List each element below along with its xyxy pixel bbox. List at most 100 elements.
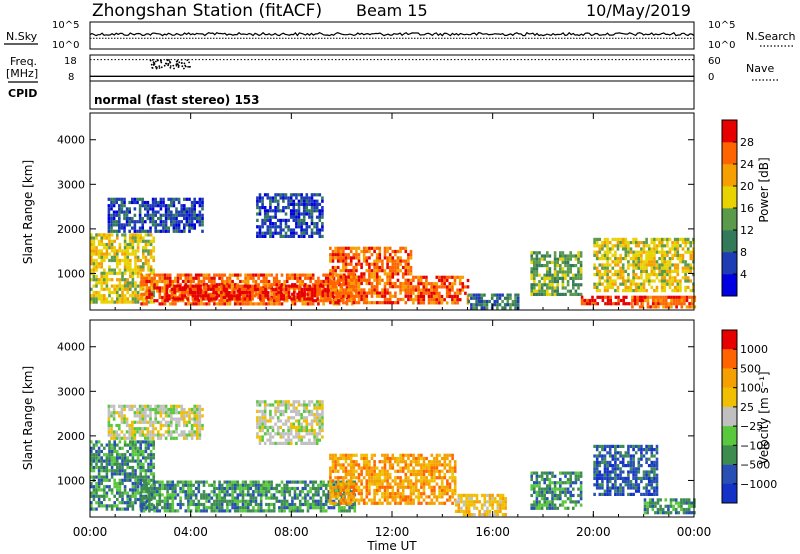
heatmap-cell xyxy=(572,283,575,287)
heatmap-cell xyxy=(189,496,193,500)
heatmap-cell xyxy=(116,497,119,502)
heatmap-cell xyxy=(342,253,345,257)
heatmap-cell xyxy=(198,436,202,440)
heatmap-cell xyxy=(263,403,267,407)
heatmap-cell xyxy=(100,281,103,285)
heatmap-cell xyxy=(632,237,635,241)
n-sky-tick-high: 10^5 xyxy=(52,20,79,31)
heatmap-cell xyxy=(336,482,340,486)
heatmap-cell xyxy=(611,260,615,264)
heatmap-cell xyxy=(171,302,175,306)
heatmap-cell xyxy=(163,276,167,280)
heatmap-cell xyxy=(551,260,554,264)
heatmap-cell xyxy=(305,403,309,407)
heatmap-cell xyxy=(292,425,296,429)
heatmap-cell xyxy=(551,283,554,287)
heatmap-cell xyxy=(223,490,227,494)
heatmap-cell xyxy=(458,288,462,292)
heatmap-cell xyxy=(302,215,306,219)
heatmap-cell xyxy=(213,302,216,306)
nave-point xyxy=(181,62,183,64)
heatmap-cell xyxy=(297,225,301,229)
heatmap-cell xyxy=(375,301,379,305)
heatmap-cell xyxy=(342,488,345,493)
heatmap-cell xyxy=(305,422,309,426)
heatmap-cell xyxy=(164,436,168,440)
heatmap-cell xyxy=(496,299,499,304)
heatmap-cell xyxy=(244,279,247,284)
heatmap-cell xyxy=(271,441,275,445)
heatmap-cell xyxy=(681,241,685,245)
heatmap-cell xyxy=(118,204,121,208)
heatmap-cell xyxy=(159,414,163,418)
heatmap-cell xyxy=(188,229,191,233)
heatmap-cell xyxy=(144,417,147,421)
heatmap-cell xyxy=(145,496,149,500)
heatmap-cell xyxy=(136,249,140,253)
heatmap-cell xyxy=(154,197,157,201)
heatmap-cell xyxy=(632,289,635,293)
heatmap-cell xyxy=(321,228,324,232)
heatmap-cell xyxy=(676,266,680,270)
heatmap-cell xyxy=(339,485,343,489)
heatmap-cell xyxy=(305,409,309,413)
heatmap-cell xyxy=(129,233,132,237)
heatmap-cell xyxy=(689,289,693,293)
heatmap-cell xyxy=(383,272,387,276)
heatmap-cell xyxy=(336,456,340,461)
heatmap-cell xyxy=(95,284,98,288)
heatmap-cell xyxy=(170,204,173,208)
heatmap-cell xyxy=(310,413,314,417)
cpid-frame xyxy=(89,80,695,110)
heatmap-cell xyxy=(112,404,116,408)
heatmap-cell xyxy=(258,438,262,442)
heatmap-cell xyxy=(284,403,288,407)
heatmap-cell xyxy=(668,273,672,277)
heatmap-cell xyxy=(336,463,340,467)
heatmap-cell xyxy=(394,253,397,257)
heatmap-cell xyxy=(334,285,337,289)
heatmap-cell xyxy=(193,430,196,434)
heatmap-cell xyxy=(569,270,572,274)
heatmap-cell xyxy=(277,294,280,298)
heatmap-cell xyxy=(308,429,311,433)
heatmap-cell xyxy=(138,417,142,421)
heatmap-cell xyxy=(128,430,131,434)
heatmap-cell xyxy=(378,256,382,260)
heatmap-cell xyxy=(383,288,387,292)
heatmap-cell xyxy=(136,485,140,489)
heatmap-cell xyxy=(595,244,599,248)
heatmap-cell xyxy=(110,246,114,250)
heatmap-cell xyxy=(126,287,129,291)
heatmap-cell xyxy=(445,288,449,292)
heatmap-cell xyxy=(103,504,106,508)
nave-point xyxy=(160,59,162,62)
heatmap-cell xyxy=(579,254,583,258)
heatmap-cell xyxy=(269,215,272,219)
heatmap-cell xyxy=(293,276,297,280)
heatmap-cell xyxy=(265,502,268,507)
heatmap-cell xyxy=(404,265,408,270)
heatmap-cell xyxy=(187,499,190,503)
heatmap-cell xyxy=(676,263,680,267)
heatmap-cell xyxy=(90,262,93,266)
heatmap-cell xyxy=(553,276,557,280)
heatmap-cell xyxy=(427,291,431,295)
heatmap-cell xyxy=(188,220,191,224)
heatmap-cell xyxy=(133,223,137,227)
heatmap-cell xyxy=(679,244,682,248)
heatmap-cell xyxy=(609,302,612,306)
heatmap-cell xyxy=(315,228,319,232)
heatmap-cell xyxy=(134,236,137,240)
heatmap-cell xyxy=(196,411,199,415)
heatmap-cell xyxy=(321,413,324,417)
heatmap-cell xyxy=(298,279,302,284)
heatmap-cell xyxy=(258,225,262,229)
heatmap-cell xyxy=(164,210,168,214)
heatmap-cell xyxy=(249,499,253,503)
heatmap-cell xyxy=(435,294,439,299)
heatmap-cell xyxy=(108,268,111,272)
heatmap-cell xyxy=(129,501,132,505)
heatmap-cell xyxy=(144,478,148,482)
heatmap-cell xyxy=(467,299,471,304)
